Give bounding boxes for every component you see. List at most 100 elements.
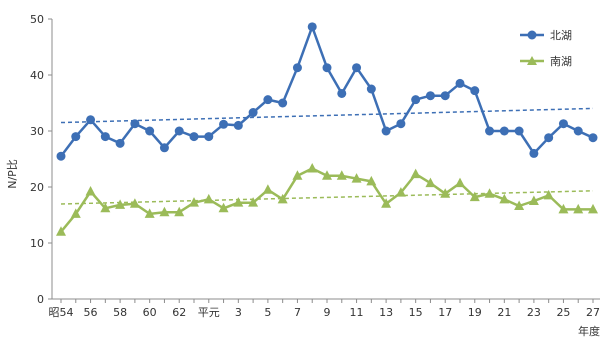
legend: 北湖 南湖 — [520, 29, 572, 68]
data-point-north — [159, 143, 169, 153]
data-point-south — [85, 185, 96, 196]
x-tick-label: 5 — [264, 306, 271, 319]
y-tick-label: 40 — [30, 69, 44, 82]
data-point-north — [174, 126, 184, 136]
data-point-north — [396, 119, 406, 129]
data-point-north — [366, 84, 376, 94]
data-point-south — [159, 206, 170, 217]
x-tick-label: 13 — [379, 306, 393, 319]
data-point-north — [529, 148, 539, 158]
x-tick-label: 17 — [438, 306, 452, 319]
data-point-south — [56, 226, 66, 236]
y-tick-label: 50 — [30, 13, 44, 26]
data-point-north — [56, 151, 66, 161]
x-tick-label: 9 — [324, 306, 331, 319]
data-point-south — [144, 208, 155, 218]
data-point-north — [145, 126, 155, 136]
data-point-south — [543, 189, 554, 200]
y-tick-label: 20 — [30, 181, 44, 194]
data-point-south — [233, 197, 244, 207]
data-point-south — [115, 199, 126, 209]
x-axis-title: 年度 — [578, 324, 600, 338]
data-point-north — [470, 86, 480, 96]
data-point-north — [455, 78, 465, 88]
x-tick-label: 60 — [143, 306, 157, 319]
legend-marker-south — [527, 56, 537, 65]
data-point-south — [351, 173, 362, 183]
data-point-south — [484, 188, 495, 198]
data-point-south — [440, 188, 451, 198]
data-point-south — [336, 170, 347, 180]
x-tick-label: 27 — [586, 306, 600, 319]
data-point-north — [307, 22, 317, 32]
data-point-south — [588, 203, 598, 214]
x-tick-label: 23 — [527, 306, 541, 319]
series-line-north — [60, 25, 594, 157]
x-tick-label: 平元 — [198, 306, 220, 319]
data-point-north — [130, 119, 140, 129]
data-point-south — [469, 191, 480, 202]
data-point-south — [514, 200, 525, 211]
data-point-north — [322, 63, 332, 73]
data-point-south — [203, 193, 214, 204]
data-point-south — [174, 206, 185, 217]
x-tick-label: 3 — [235, 306, 242, 319]
data-point-north — [440, 91, 450, 101]
data-point-south — [455, 177, 465, 188]
data-point-north — [411, 95, 421, 105]
data-point-south — [248, 197, 259, 207]
x-tick-label: 昭54 — [49, 306, 74, 319]
data-point-north — [115, 138, 125, 148]
trend-line-south — [60, 190, 594, 205]
data-point-north — [514, 126, 524, 136]
data-point-south — [381, 198, 392, 208]
plot-area: 0 10 20 30 40 50 昭54 56 58 60 62 平元 3 5 7 9 11 13 15 17 19 21… — [30, 13, 600, 319]
data-point-south — [499, 193, 510, 204]
x-tick-label: 7 — [294, 306, 301, 319]
data-point-north — [278, 98, 288, 108]
data-point-north — [100, 132, 110, 142]
data-point-north — [219, 119, 229, 129]
x-tick-label: 21 — [497, 306, 511, 319]
y-axis-title: N/P比 — [6, 159, 19, 189]
data-point-north — [292, 63, 302, 73]
data-point-north — [573, 126, 583, 136]
data-point-north — [337, 88, 347, 98]
data-point-north — [263, 95, 273, 105]
data-point-north — [381, 126, 391, 136]
data-point-north — [588, 133, 598, 143]
legend-label-south: 南湖 — [550, 55, 572, 68]
x-tick-label: 58 — [113, 306, 127, 319]
data-point-south — [395, 187, 406, 197]
x-tick-label: 11 — [350, 306, 364, 319]
data-point-north — [352, 63, 362, 73]
data-point-south — [292, 170, 303, 180]
data-point-north — [204, 132, 214, 142]
data-point-south — [70, 208, 81, 218]
data-point-north — [425, 91, 435, 101]
x-tick-label: 19 — [468, 306, 482, 319]
data-point-north — [86, 115, 96, 125]
trend-line-north — [60, 107, 594, 124]
data-point-north — [558, 119, 568, 129]
data-point-north — [233, 120, 243, 130]
data-point-south — [322, 170, 332, 180]
data-point-south — [277, 193, 288, 204]
data-point-north — [485, 126, 495, 136]
data-point-south — [366, 175, 377, 186]
data-point-south — [189, 197, 199, 207]
data-point-south — [410, 168, 421, 179]
x-tick-label: 62 — [172, 306, 186, 319]
data-point-south — [100, 202, 111, 213]
data-point-north — [544, 133, 554, 143]
data-point-south — [573, 203, 584, 214]
y-tick-label: 30 — [30, 125, 44, 138]
legend-marker-north — [527, 30, 537, 40]
data-point-south — [129, 198, 140, 208]
data-point-south — [218, 202, 229, 213]
data-point-south — [558, 203, 569, 214]
x-tick-label: 25 — [556, 306, 570, 319]
legend-label-north: 北湖 — [550, 29, 572, 42]
data-point-south — [262, 184, 273, 194]
y-tick-label: 10 — [30, 237, 44, 250]
